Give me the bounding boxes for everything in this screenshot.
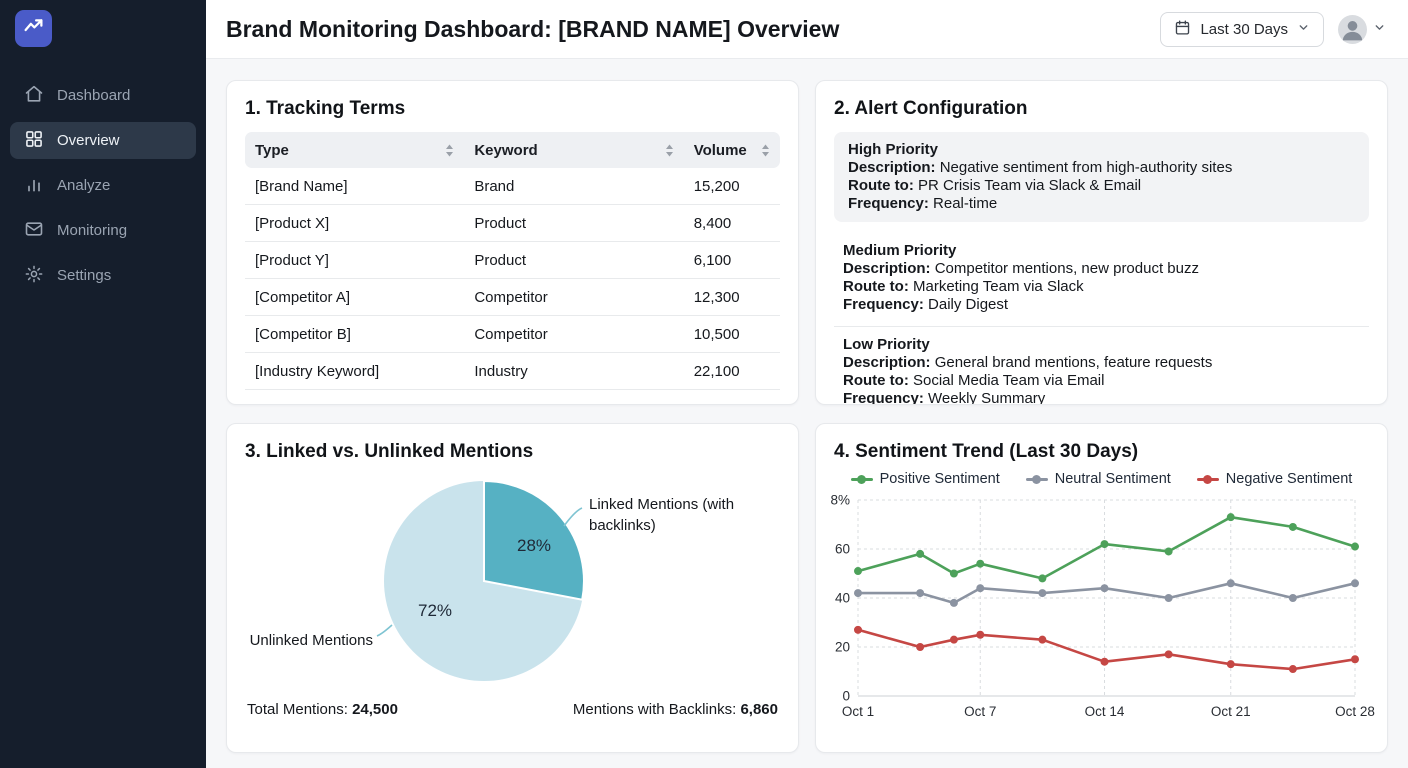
table-row: [Industry Keyword] Industry 22,100	[245, 353, 780, 390]
pie-callout-line-linked	[563, 507, 583, 527]
alert-level: Medium Priority	[843, 242, 957, 259]
table-row: [Brand Name] Brand 15,200	[245, 168, 780, 205]
pie-footer-stats: Total Mentions: 24,500 Mentions with Bac…	[245, 701, 780, 718]
sidebar-item-dashboard[interactable]: Dashboard	[10, 77, 196, 114]
svg-text:40: 40	[835, 591, 850, 606]
calendar-icon	[1174, 19, 1191, 40]
app-logo	[15, 10, 52, 47]
svg-text:0: 0	[842, 689, 850, 704]
alert-configuration-card: 2. Alert Configuration High Priority Des…	[815, 80, 1388, 405]
sentiment-line-chart: 0 20 40 60 8% Oct 1 Oct 7 Oct 14 Oct 21 Oct 28	[830, 493, 1375, 720]
pie-legend-unlinked: Unlinked Mentions	[250, 632, 373, 649]
table-row: [Competitor A] Competitor 12,300	[245, 279, 780, 316]
pie-pct-linked: 28%	[517, 536, 551, 555]
sidebar-item-label: Analyze	[57, 177, 111, 194]
top-bar: Brand Monitoring Dashboard: [BRAND NAME]…	[206, 0, 1408, 59]
chevron-down-icon	[1297, 21, 1310, 38]
mentions-pie-chart: 28% 72% Linked Mentions (with backlinks)…	[250, 479, 734, 681]
card-title: 1. Tracking Terms	[245, 98, 406, 119]
sidebar-item-settings[interactable]: Settings	[10, 257, 196, 294]
page-title: Brand Monitoring Dashboard: [BRAND NAME]…	[226, 15, 840, 42]
sidebar-item-monitoring[interactable]: Monitoring	[10, 212, 196, 249]
alert-high-priority: High Priority Description: Negative sent…	[834, 132, 1369, 222]
svg-text:Oct 21: Oct 21	[1211, 704, 1251, 719]
date-range-label: Last 30 Days	[1200, 20, 1288, 38]
grid-icon	[24, 129, 44, 153]
table-header-row: Type Keyword Volume	[245, 132, 780, 168]
home-icon	[24, 84, 44, 108]
total-mentions-stat: Total Mentions: 24,500	[247, 701, 398, 718]
svg-text:60: 60	[835, 542, 850, 557]
sidebar-item-analyze[interactable]: Analyze	[10, 167, 196, 204]
svg-text:20: 20	[835, 640, 850, 655]
pie-pct-unlinked: 72%	[418, 601, 452, 620]
svg-text:Oct 28: Oct 28	[1335, 704, 1375, 719]
sidebar-item-overview[interactable]: Overview	[10, 122, 196, 159]
sidebar: Dashboard Overview Analyze	[0, 0, 206, 768]
avatar	[1338, 14, 1367, 44]
alert-level: Low Priority	[843, 336, 930, 353]
alert-low-priority: Low Priority Description: General brand …	[834, 327, 1369, 404]
sort-icon	[445, 144, 454, 157]
card-title: 4. Sentiment Trend (Last 30 Days)	[834, 441, 1139, 462]
alert-medium-priority: Medium Priority Description: Competitor …	[834, 233, 1369, 327]
svg-text:8%: 8%	[830, 493, 850, 508]
svg-text:Oct 7: Oct 7	[964, 704, 996, 719]
gear-icon	[24, 264, 44, 288]
tracking-terms-card: 1. Tracking Terms Type Keyword	[226, 80, 799, 405]
backlink-mentions-stat: Mentions with Backlinks: 6,860	[572, 701, 778, 718]
alert-level: High Priority	[848, 141, 939, 158]
mail-icon	[24, 219, 44, 243]
table-row: [Product X] Product 8,400	[245, 205, 780, 242]
sentiment-trend-card: 4. Sentiment Trend (Last 30 Days) Positi…	[815, 423, 1388, 753]
table-row: [Competitor B] Competitor 10,500	[245, 316, 780, 353]
chevron-down-icon	[1373, 21, 1386, 37]
legend-item-neutral[interactable]: Neutral Sentiment	[1025, 471, 1171, 487]
legend-marker	[1196, 474, 1219, 484]
sidebar-nav: Dashboard Overview Analyze	[0, 73, 206, 298]
sidebar-item-label: Overview	[57, 132, 120, 149]
column-header-keyword[interactable]: Keyword	[464, 142, 683, 159]
sidebar-item-label: Dashboard	[57, 87, 131, 104]
sidebar-item-label: Settings	[57, 267, 112, 284]
column-header-volume[interactable]: Volume	[684, 142, 780, 159]
trending-up-icon	[23, 16, 44, 42]
legend-marker	[1025, 474, 1048, 484]
bar-chart-icon	[24, 174, 44, 198]
column-header-type[interactable]: Type	[245, 142, 464, 159]
card-title: 3. Linked vs. Unlinked Mentions	[245, 441, 534, 462]
legend-item-negative[interactable]: Negative Sentiment	[1196, 471, 1352, 487]
sort-icon	[761, 144, 770, 157]
pie-callout-line-unlinked	[376, 624, 393, 637]
chart-legend: Positive Sentiment Neutral Sentiment Neg…	[834, 471, 1369, 487]
table-row: [Product Y] Product 6,100	[245, 242, 780, 279]
tracking-terms-table: Type Keyword Volume	[245, 132, 780, 390]
pie-slice-linked	[483, 479, 585, 601]
sidebar-item-label: Monitoring	[57, 222, 128, 239]
linked-mentions-card: 3. Linked vs. Unlinked Mentions 28% 72% …	[226, 423, 799, 753]
sort-icon	[665, 144, 674, 157]
svg-text:Oct 14: Oct 14	[1085, 704, 1125, 719]
user-menu-button[interactable]	[1338, 14, 1386, 44]
svg-text:backlinks): backlinks)	[589, 517, 656, 534]
date-range-button[interactable]: Last 30 Days	[1160, 11, 1324, 47]
dashboard-grid: 1. Tracking Terms Type Keyword	[206, 59, 1408, 768]
legend-item-positive[interactable]: Positive Sentiment	[850, 471, 1000, 487]
card-title: 2. Alert Configuration	[834, 98, 1028, 119]
pie-legend-linked: Linked Mentions (with	[589, 496, 734, 513]
legend-marker	[850, 474, 873, 484]
svg-text:Oct 1: Oct 1	[842, 704, 874, 719]
